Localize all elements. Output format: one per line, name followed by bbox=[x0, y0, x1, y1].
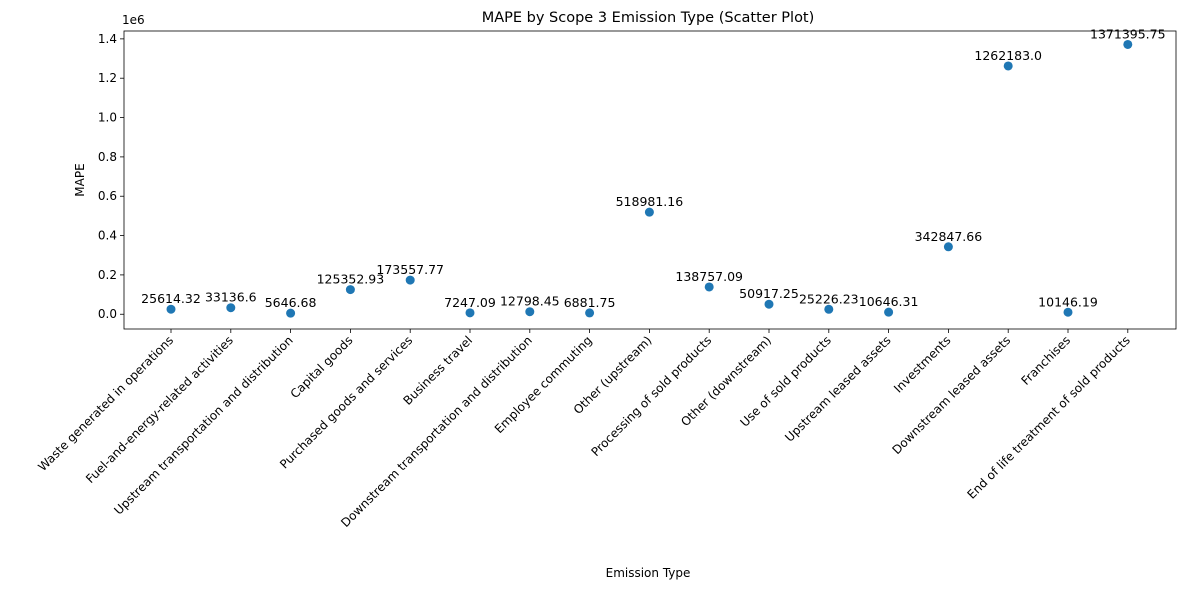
y-axis: 0.0 0.2 0.4 0.6 0.8 1.0 1.2 1.4 bbox=[98, 32, 124, 321]
x-tick-label: Employee commuting bbox=[492, 333, 595, 436]
data-label: 173557.77 bbox=[376, 262, 444, 277]
data-point bbox=[1123, 39, 1133, 49]
data-point bbox=[1003, 61, 1013, 71]
x-axis: Waste generated in operationsFuel-and-en… bbox=[35, 329, 1133, 530]
data-point bbox=[405, 275, 415, 285]
data-label: 50917.25 bbox=[739, 286, 799, 301]
x-tick-label: Investments bbox=[891, 333, 953, 395]
x-tick-label: Capital goods bbox=[288, 333, 356, 401]
data-label: 10146.19 bbox=[1038, 294, 1098, 309]
data-label: 518981.16 bbox=[616, 194, 684, 209]
data-label: 138757.09 bbox=[675, 269, 743, 284]
data-point bbox=[644, 207, 654, 217]
x-tick-label: Processing of sold products bbox=[588, 333, 714, 459]
x-tick-label: Franchises bbox=[1018, 333, 1073, 388]
y-scale-label: 1e6 bbox=[122, 13, 145, 27]
data-points bbox=[166, 39, 1133, 318]
data-point bbox=[345, 285, 355, 295]
data-point bbox=[226, 303, 236, 313]
data-point bbox=[884, 307, 894, 317]
y-tick-label: 1.4 bbox=[98, 32, 117, 46]
y-tick-label: 1.2 bbox=[98, 71, 117, 85]
y-axis-label: MAPE bbox=[73, 163, 87, 196]
data-point bbox=[286, 308, 296, 318]
x-tick-label: Downstream leased assets bbox=[889, 333, 1013, 457]
data-point bbox=[166, 304, 176, 314]
chart-title: MAPE by Scope 3 Emission Type (Scatter P… bbox=[482, 10, 815, 26]
data-point bbox=[585, 308, 595, 318]
y-tick-label: 0.2 bbox=[98, 268, 117, 282]
data-label: 6881.75 bbox=[564, 295, 616, 310]
data-point bbox=[704, 282, 714, 292]
data-label: 25614.32 bbox=[141, 291, 201, 306]
y-tick-label: 1.0 bbox=[98, 111, 117, 125]
data-label: 33136.6 bbox=[205, 290, 257, 305]
y-tick-label: 0.8 bbox=[98, 150, 117, 164]
plot-area bbox=[123, 30, 1177, 330]
data-label: 1371395.75 bbox=[1090, 26, 1166, 41]
y-tick-label: 0.4 bbox=[98, 229, 117, 243]
data-label: 342847.66 bbox=[915, 229, 983, 244]
data-labels: 25614.32 33136.6 5646.68125352.93173557.77… bbox=[141, 26, 1165, 310]
x-axis-label: Emission Type bbox=[606, 566, 691, 580]
data-point bbox=[1063, 307, 1073, 317]
data-point bbox=[943, 242, 953, 252]
data-point bbox=[525, 307, 535, 317]
y-tick-label: 0.6 bbox=[98, 189, 117, 203]
data-label: 125352.93 bbox=[317, 272, 385, 287]
x-tick-label: Upstream leased assets bbox=[782, 333, 893, 444]
data-label: 12798.45 bbox=[500, 294, 560, 309]
x-tick-label: Purchased goods and services bbox=[277, 333, 415, 471]
y-tick-label: 0.0 bbox=[98, 307, 117, 321]
data-point bbox=[465, 308, 475, 318]
data-label: 1262183.0 bbox=[974, 48, 1042, 63]
data-label: 7247.09 bbox=[444, 295, 496, 310]
data-label: 25226.23 bbox=[799, 291, 859, 306]
data-point bbox=[764, 299, 774, 309]
data-point bbox=[824, 304, 834, 314]
data-label: 10646.31 bbox=[859, 294, 919, 309]
data-label: 5646.68 bbox=[265, 295, 317, 310]
